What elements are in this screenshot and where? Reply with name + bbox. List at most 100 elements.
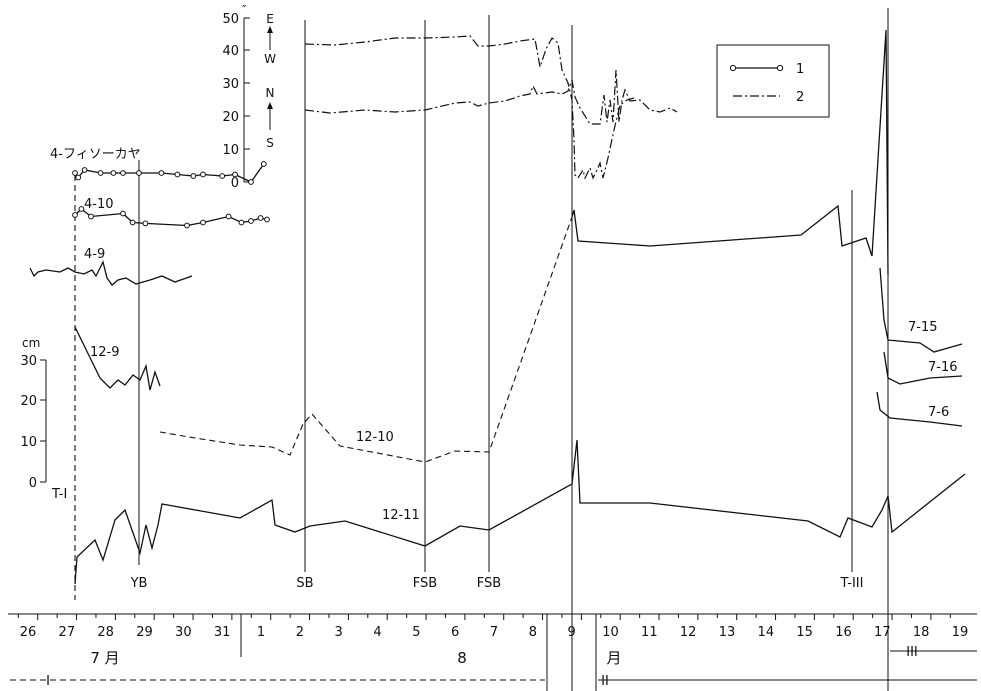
- x-tick-label-2: 2: [296, 625, 304, 640]
- station-point: [120, 170, 126, 176]
- x-tick-label-18: 18: [913, 625, 930, 640]
- station-label-4-fisokaya: 4-フィソーカヤ: [50, 147, 141, 162]
- tilt-tick-50: 50: [222, 12, 239, 27]
- event-label-fsb-2: FSB: [477, 576, 501, 591]
- station-point: [200, 171, 206, 178]
- station-point: [260, 161, 267, 167]
- x-tick-label-16: 16: [835, 625, 852, 640]
- x-tick-label-29: 29: [136, 625, 153, 640]
- month-label-july: 7 月: [90, 649, 119, 667]
- x-tick-label-4: 4: [373, 625, 381, 640]
- x-tick-label-10: 10: [602, 625, 619, 640]
- tilt-unit: ″: [242, 3, 247, 17]
- x-tick-label-26: 26: [20, 625, 37, 640]
- station-point: [200, 219, 206, 226]
- x-tick-label-1: 1: [257, 625, 265, 640]
- station-curve-extra-1: [74, 326, 161, 391]
- tilt-tick-30: 30: [222, 77, 239, 92]
- x-tick-label-30: 30: [175, 625, 192, 640]
- station-curve-extra-4: [74, 439, 966, 585]
- cm-tick-20: 20: [20, 394, 37, 409]
- x-tick-label-14: 14: [758, 625, 775, 640]
- period-label-2: II: [601, 674, 609, 689]
- cm-tick-0: 0: [29, 476, 37, 491]
- month-label-august: 8: [457, 649, 467, 667]
- station-point: [72, 170, 78, 176]
- station-point: [174, 171, 181, 178]
- station-point: [264, 216, 270, 223]
- x-tick-label-28: 28: [97, 625, 114, 640]
- cm-axis: cm 30 20 10 0: [20, 336, 47, 491]
- station-curve-extra-0: [29, 260, 193, 286]
- station-point: [120, 210, 126, 217]
- tilt-tick-0: 0: [231, 176, 239, 191]
- x-axis-ticks: [17, 614, 951, 620]
- station-point: [219, 173, 226, 179]
- x-tick-label-5: 5: [412, 625, 420, 640]
- station-point: [72, 212, 78, 218]
- legend: 1 2: [716, 44, 830, 118]
- station-label-7-16: 7-16: [928, 360, 958, 375]
- station-point: [158, 170, 165, 176]
- station-point: [184, 222, 190, 229]
- station-point: [232, 171, 238, 178]
- legend-label-2: 2: [796, 90, 804, 105]
- station-point: [81, 167, 88, 173]
- event-label-yb: YB: [130, 576, 148, 591]
- cm-tick-30: 30: [20, 354, 37, 369]
- station-curve-extra-5: [879, 267, 963, 353]
- station-point: [75, 174, 82, 181]
- x-tick-label-3: 3: [335, 625, 343, 640]
- x-tick-label-17: 17: [874, 625, 891, 640]
- tilt-tick-40: 40: [222, 44, 239, 59]
- tilt-tick-20: 20: [222, 110, 239, 125]
- ns-label-n: N: [266, 86, 275, 100]
- cm-tick-10: 10: [20, 435, 37, 450]
- station-label-4-9: 4-9: [84, 247, 105, 262]
- station-point: [248, 218, 254, 224]
- station-point: [238, 219, 245, 226]
- station-point: [190, 173, 197, 179]
- x-tick-label-13: 13: [719, 625, 736, 640]
- station-point: [110, 170, 117, 176]
- station-point: [78, 206, 85, 212]
- period-label-3: III: [906, 645, 918, 660]
- station-point: [88, 213, 94, 220]
- x-tick-label-8: 8: [529, 625, 537, 640]
- event-label-fsb-1: FSB: [413, 576, 437, 591]
- station-curve-extra-6: [883, 351, 963, 385]
- x-tick-label-15: 15: [796, 625, 813, 640]
- station-label-7-6: 7-6: [928, 405, 949, 420]
- station-curves: [29, 29, 966, 585]
- ew-label-e: E: [266, 12, 274, 26]
- tilt-tick-10: 10: [222, 143, 239, 158]
- station-point: [248, 179, 254, 185]
- station-point: [97, 170, 104, 176]
- tilt-ns-curve: [304, 69, 678, 125]
- legend-label-1: 1: [796, 62, 804, 77]
- station-curve-extra-7: [876, 391, 963, 427]
- station-curve-extra-3: [571, 29, 889, 276]
- x-tick-label-7: 7: [490, 625, 498, 640]
- station-label-12-11: 12-11: [382, 508, 420, 523]
- event-lines: [74, 8, 889, 691]
- station-point: [129, 219, 136, 226]
- period-bands: I II III: [10, 645, 977, 689]
- ns-label-s: S: [266, 136, 274, 150]
- event-label-sb: SB: [296, 576, 313, 591]
- x-tick-label-11: 11: [641, 625, 658, 640]
- ew-label-w: W: [264, 52, 276, 66]
- cm-unit: cm: [22, 336, 40, 350]
- x-tick-label-9: 9: [568, 625, 576, 640]
- station-point: [136, 170, 142, 176]
- tilt-curves: [304, 35, 678, 180]
- event-label-t3: T-III: [840, 576, 864, 591]
- station-label-12-9: 12-9: [90, 345, 120, 360]
- station-point: [257, 215, 264, 221]
- station-curve-extra-2: [159, 216, 573, 463]
- event-label-group: T-I YB SB FSB FSB T-III: [51, 487, 863, 591]
- station-label-4-10: 4-10: [84, 197, 114, 212]
- station-point: [142, 220, 149, 227]
- x-tick-label-31: 31: [214, 625, 231, 640]
